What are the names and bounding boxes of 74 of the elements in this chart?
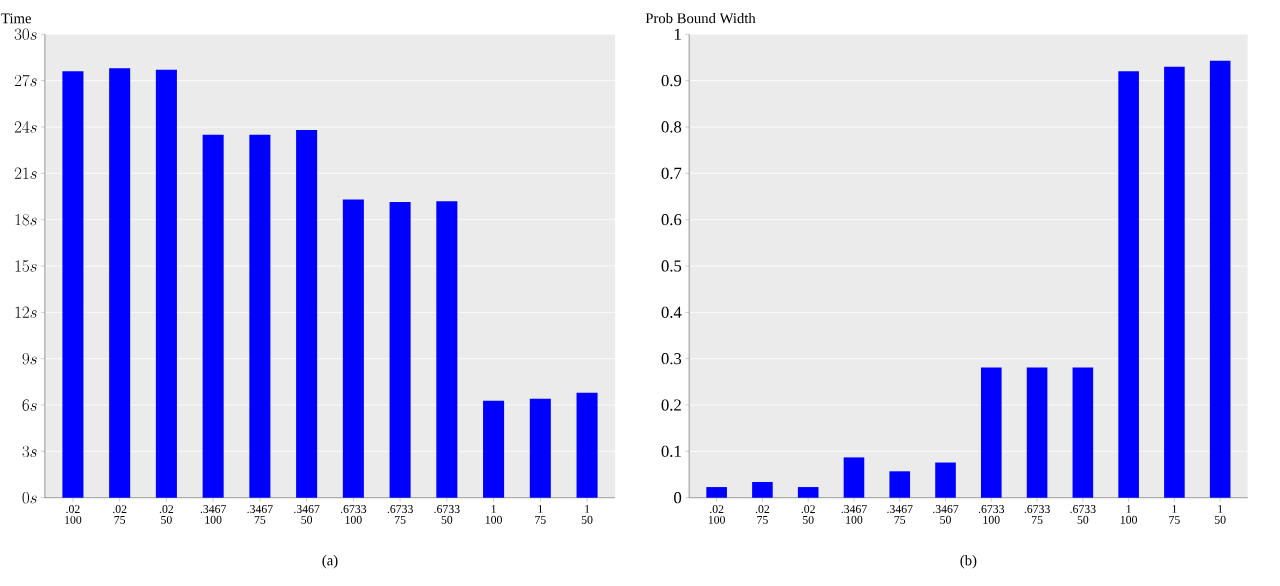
bar bbox=[752, 482, 773, 498]
bar bbox=[483, 400, 505, 498]
x-tick-label: .6733 50 bbox=[1070, 505, 1096, 524]
y-tick-label: 0.6 bbox=[661, 214, 682, 226]
x-tick-label: .02 75 bbox=[113, 505, 127, 524]
x-tick-label: 1 75 bbox=[535, 505, 546, 524]
x-tick-label: .3467 50 bbox=[294, 505, 320, 524]
bar bbox=[843, 457, 865, 498]
y-tick-label: 0.2 bbox=[661, 399, 681, 411]
bar bbox=[109, 68, 131, 498]
y-tick-label: 0.4 bbox=[661, 306, 682, 319]
bar bbox=[436, 201, 458, 498]
x-tick-label: 1 100 bbox=[1120, 505, 1137, 524]
y-tick-label: 0.1 bbox=[661, 445, 681, 458]
y-tick-label: 0.3 bbox=[661, 353, 682, 365]
y-tick-label: $30s$ bbox=[14, 28, 37, 41]
bar bbox=[342, 199, 364, 498]
y-tick-label: $21s$ bbox=[14, 167, 37, 179]
y-tick-label: 0.9 bbox=[661, 75, 682, 87]
x-tick-label: .6733 75 bbox=[1024, 505, 1050, 524]
bar bbox=[389, 201, 411, 498]
x-tick-label: .02 50 bbox=[801, 505, 815, 524]
x-tick-label: .3467 50 bbox=[933, 505, 959, 524]
y-tick-label: 0.5 bbox=[661, 260, 682, 272]
bar bbox=[1026, 367, 1048, 498]
y-tick-label: 0.8 bbox=[661, 121, 682, 133]
bar bbox=[529, 398, 551, 498]
y-axis-title: Time bbox=[1, 13, 31, 24]
x-tick-label: .3467 75 bbox=[887, 505, 913, 524]
x-tick-label: .6733 100 bbox=[978, 505, 1005, 524]
x-tick-label: .6733 75 bbox=[387, 505, 413, 524]
y-tick-label: 0 bbox=[674, 492, 682, 504]
y-tick-label: $3s$ bbox=[22, 445, 37, 458]
y-tick-label: $24s$ bbox=[14, 121, 37, 133]
bar bbox=[706, 487, 727, 498]
y-tick-label: $0s$ bbox=[22, 492, 37, 504]
x-tick-label: .6733 100 bbox=[340, 505, 367, 524]
y-tick-label: $12s$ bbox=[15, 306, 37, 319]
y-axis-title: Prob Bound Width bbox=[645, 12, 756, 24]
y-tick-label: $27s$ bbox=[14, 74, 37, 87]
bar bbox=[889, 471, 911, 498]
x-tick-label: 1 50 bbox=[1214, 505, 1226, 524]
bar bbox=[935, 462, 956, 498]
bar bbox=[202, 134, 224, 498]
x-tick-label: .3467 75 bbox=[247, 505, 273, 524]
y-tick-label: $15s$ bbox=[15, 260, 37, 272]
bar bbox=[1118, 71, 1139, 498]
text: (b) bbox=[960, 555, 977, 569]
x-tick-label: 1 100 bbox=[485, 505, 502, 524]
bar bbox=[797, 487, 819, 498]
bar bbox=[1209, 60, 1231, 498]
bar bbox=[981, 367, 1002, 498]
y-tick-label: $18s$ bbox=[15, 213, 37, 226]
x-tick-label: .02 75 bbox=[755, 505, 770, 524]
bar bbox=[1164, 66, 1185, 498]
x-tick-label: .6733 50 bbox=[434, 505, 460, 524]
x-tick-label: .3467 100 bbox=[200, 505, 227, 524]
x-tick-label: .3467 100 bbox=[841, 505, 867, 524]
bar bbox=[1072, 367, 1094, 498]
y-tick-label: 0.7 bbox=[661, 167, 682, 180]
text: (a) bbox=[322, 555, 338, 569]
bar bbox=[249, 134, 271, 498]
x-tick-label: 1 75 bbox=[1169, 505, 1180, 524]
x-tick-label: .02 50 bbox=[159, 505, 174, 524]
y-tick-label: $6s$ bbox=[22, 399, 37, 411]
bar bbox=[576, 392, 598, 498]
y-tick-label: 1 bbox=[674, 28, 681, 40]
x-tick-label: .02 100 bbox=[708, 505, 725, 524]
y-tick-label: $9s$ bbox=[22, 353, 37, 365]
x-tick-label: .02 100 bbox=[65, 505, 82, 524]
bar bbox=[155, 69, 177, 498]
x-tick-label: 1 50 bbox=[581, 505, 593, 524]
bar bbox=[296, 130, 318, 498]
bar bbox=[62, 71, 84, 498]
